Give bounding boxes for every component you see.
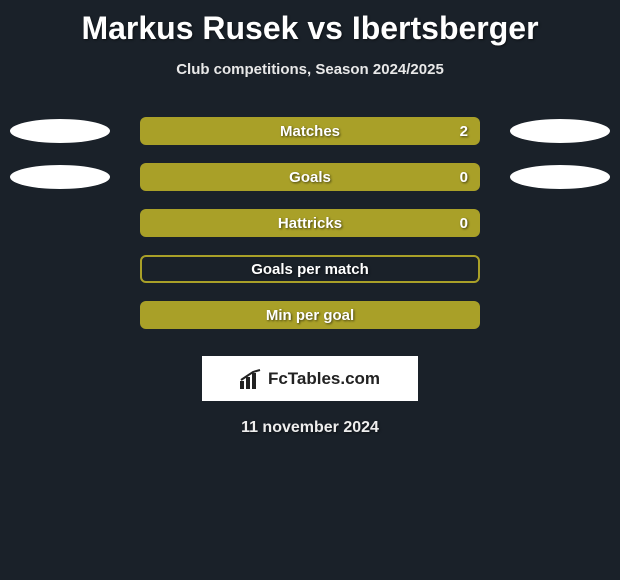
- stat-label: Matches: [280, 123, 340, 140]
- stat-row: Min per goal: [0, 292, 620, 338]
- right-ellipse: [510, 119, 610, 143]
- stat-label: Min per goal: [266, 307, 354, 324]
- stat-value: 0: [460, 215, 468, 232]
- stat-label: Goals per match: [251, 261, 369, 278]
- page-title: Markus Rusek vs Ibertsberger: [0, 0, 620, 47]
- stat-value: 0: [460, 169, 468, 186]
- brand-box: FcTables.com: [202, 356, 418, 401]
- left-ellipse: [10, 119, 110, 143]
- player1-name: Markus Rusek: [81, 10, 298, 46]
- stat-value: 2: [460, 123, 468, 140]
- stat-bar: Hattricks 0: [140, 209, 480, 237]
- chart-icon: [240, 369, 262, 389]
- player2-name: Ibertsberger: [352, 10, 539, 46]
- stat-bar: Goals 0: [140, 163, 480, 191]
- stat-bar: Matches 2: [140, 117, 480, 145]
- vs-text: vs: [307, 10, 343, 46]
- subtitle: Club competitions, Season 2024/2025: [0, 61, 620, 78]
- stat-row: Goals per match: [0, 246, 620, 292]
- stat-bar: Goals per match: [140, 255, 480, 283]
- stat-rows: Matches 2 Goals 0 Hattricks 0 Goals per match M…: [0, 108, 620, 338]
- brand-inner: FcTables.com: [240, 369, 380, 389]
- stat-row: Goals 0: [0, 154, 620, 200]
- date-text: 11 november 2024: [0, 419, 620, 437]
- right-ellipse: [510, 165, 610, 189]
- left-ellipse: [10, 165, 110, 189]
- brand-text: FcTables.com: [268, 369, 380, 389]
- stat-label: Goals: [289, 169, 331, 186]
- comparison-widget: Markus Rusek vs Ibertsberger Club compet…: [0, 0, 620, 580]
- stat-bar: Min per goal: [140, 301, 480, 329]
- stat-label: Hattricks: [278, 215, 342, 232]
- stat-row: Matches 2: [0, 108, 620, 154]
- stat-row: Hattricks 0: [0, 200, 620, 246]
